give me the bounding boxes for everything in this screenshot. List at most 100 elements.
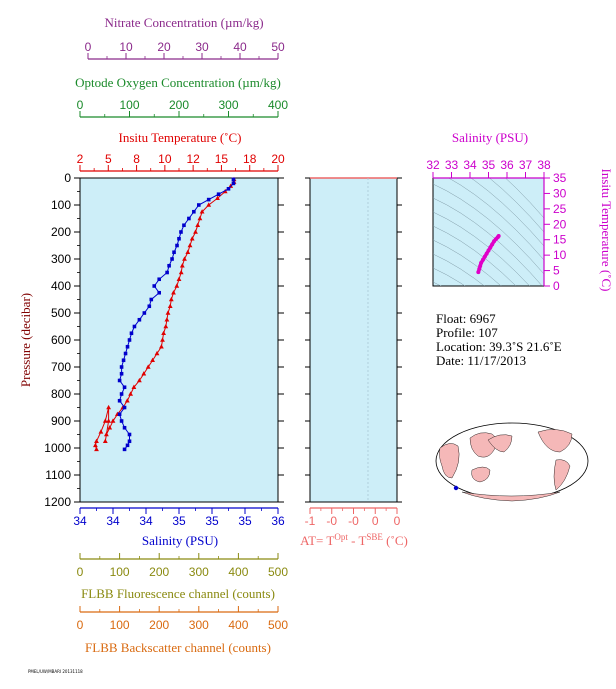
- salinity-point: [179, 230, 183, 234]
- pressure-tick-label: 600: [51, 333, 71, 347]
- salinity-point: [231, 181, 236, 186]
- temperature-point: [167, 303, 173, 309]
- temperature-point: [165, 310, 171, 315]
- temperature-point: [182, 256, 187, 261]
- temperature-point: [197, 215, 203, 221]
- ts-y-tick-label: 0: [553, 279, 560, 293]
- pressure-tick-label: 1000: [44, 441, 71, 455]
- ts-density-contour: [433, 253, 485, 286]
- pressure-axis: 0 100 200 300 400 500 600 700 800 900 1000 1100 1200: [44, 171, 284, 509]
- ts-temperature-axis-title: Insitu Temperature (˚C): [599, 168, 614, 291]
- salinity-point: [122, 447, 127, 452]
- salinity-point: [127, 338, 132, 342]
- salinity-point: [175, 243, 179, 248]
- ts-y-tick-label: 20: [553, 217, 567, 231]
- fluorescence-axis: 0 100 200 300 400 500: [77, 553, 288, 579]
- fluorescence-tick-label: 0: [77, 565, 84, 579]
- salinity-axis: 34 34 34 35 35 35 36: [73, 507, 285, 528]
- salinity-point: [152, 284, 157, 288]
- temperature-point: [199, 209, 205, 214]
- oxygen-axis: 0 100 200 300 400: [77, 98, 288, 118]
- temperature-point: [189, 236, 195, 241]
- at-title-sup-sbe: SBE: [366, 532, 383, 542]
- fluorescence-tick-label: 200: [149, 565, 169, 579]
- salinity-point: [149, 297, 154, 302]
- salinity-tick-label: 34: [139, 514, 153, 528]
- fluorescence-tick-label: 100: [110, 565, 130, 579]
- temperature-point: [98, 429, 104, 434]
- oxygen-tick-label: 200: [169, 98, 189, 112]
- oxygen-tick-label: 300: [218, 98, 238, 112]
- ts-y-tick-label: 35: [553, 171, 567, 185]
- ts-point: [486, 248, 491, 253]
- temperature-point: [178, 269, 184, 275]
- profile-plot-area: [79, 177, 279, 503]
- temperature-tick-label: 20: [271, 152, 285, 166]
- ts-density-contour: [433, 225, 517, 286]
- salinity-tick-label: 35: [205, 514, 219, 528]
- temperature-tick-label: 10: [158, 152, 172, 166]
- salinity-point: [177, 236, 181, 241]
- backscatter-tick-label: 400: [228, 618, 248, 632]
- temperature-point: [107, 425, 113, 430]
- ts-density-contour: [433, 197, 543, 286]
- salinity-point: [192, 209, 196, 214]
- salinity-point: [127, 432, 132, 437]
- temperature-profile: [93, 176, 237, 452]
- salinity-point: [122, 385, 127, 390]
- salinity-point: [216, 192, 221, 196]
- float-location-marker: [453, 485, 459, 491]
- salinity-tick-label: 34: [106, 514, 120, 528]
- pressure-tick-label: 800: [51, 387, 71, 401]
- backscatter-tick-label: 200: [149, 618, 169, 632]
- at-title-end: (˚C): [383, 533, 408, 548]
- ts-x-tick-label: 38: [537, 158, 551, 172]
- salinity-point: [187, 216, 191, 221]
- salinity-tick-label: 34: [73, 514, 87, 528]
- footer-text: PMEL/UW/MBARI 20131118: [28, 669, 83, 674]
- at-axis-title: AT= TOpt - TSBE (˚C): [300, 532, 408, 548]
- salinity-point: [170, 257, 174, 261]
- temperature-axis: 2 5 8 10 12 15 18 20: [77, 152, 285, 172]
- salinity-axis-title: Salinity (PSU): [142, 533, 218, 548]
- salinity-point: [206, 197, 211, 202]
- fluorescence-tick-label: 300: [189, 565, 209, 579]
- temperature-point: [131, 384, 137, 390]
- temperature-point: [176, 276, 182, 282]
- at-tick-label: -1: [305, 514, 316, 528]
- temperature-tick-label: 12: [186, 152, 200, 166]
- ts-density-contour: [433, 239, 502, 286]
- temperature-point: [163, 323, 169, 329]
- oxygen-tick-label: 100: [119, 98, 139, 112]
- ts-density-contour: [433, 211, 530, 286]
- ts-point: [490, 242, 495, 247]
- temperature-point: [160, 337, 165, 342]
- ts-density-contour: [433, 267, 466, 286]
- at-tick-label: 0: [394, 514, 401, 528]
- salinity-point: [125, 443, 130, 448]
- temperature-point: [106, 404, 111, 410]
- salinity-point: [172, 250, 176, 255]
- temperature-point: [174, 283, 180, 288]
- at-tick-label: 0: [372, 514, 379, 528]
- salinity-point: [123, 351, 128, 356]
- pressure-tick-label: 1100: [45, 468, 71, 482]
- salinity-point: [125, 344, 130, 349]
- pressure-tick-label: 500: [51, 306, 71, 320]
- ts-point: [480, 257, 485, 262]
- salinity-point: [167, 263, 171, 268]
- ts-point: [479, 260, 484, 265]
- ts-density-contour: [448, 178, 544, 261]
- pressure-tick-label: 900: [51, 414, 71, 428]
- oxygen-tick-label: 400: [268, 98, 288, 112]
- salinity-point: [147, 304, 152, 309]
- ts-density-contour: [489, 178, 544, 233]
- temperature-point: [141, 371, 147, 376]
- landmass-east-asia: [487, 434, 513, 453]
- pressure-tick-label: 400: [51, 279, 71, 293]
- salinity-point: [117, 378, 122, 383]
- temperature-point: [104, 431, 109, 437]
- fluorescence-tick-label: 500: [268, 565, 288, 579]
- pressure-axis-title: Pressure (decibar): [18, 293, 33, 387]
